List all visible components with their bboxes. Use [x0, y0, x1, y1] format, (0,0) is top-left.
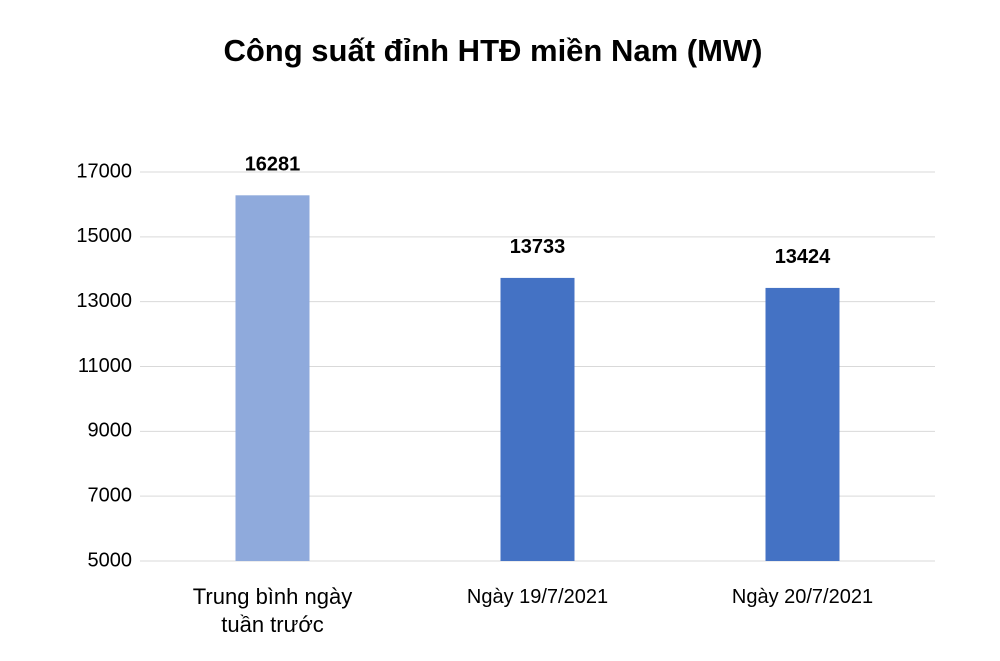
data-label: 13424: [775, 246, 831, 268]
y-tick-label: 7000: [88, 484, 133, 506]
y-tick-label: 9000: [88, 420, 133, 442]
y-tick-label: 5000: [88, 549, 133, 571]
y-tick-label: 15000: [76, 225, 132, 247]
bar: [500, 277, 575, 561]
data-label: 16281: [245, 154, 301, 176]
x-tick-label: Ngày 20/7/2021: [731, 586, 874, 608]
x-tick-label: Ngày 19/7/2021: [466, 586, 609, 608]
x-tick-label: Trung bình ngày tuần trước: [192, 584, 353, 637]
data-label: 13733: [510, 236, 566, 258]
bar: [235, 195, 310, 561]
y-tick-label: 11000: [78, 355, 132, 377]
y-tick-label: 17000: [76, 160, 132, 182]
bar: [765, 287, 840, 561]
y-tick-label: 13000: [76, 290, 132, 312]
chart-title: Công suất đỉnh HTĐ miền Nam (MW): [223, 33, 762, 68]
